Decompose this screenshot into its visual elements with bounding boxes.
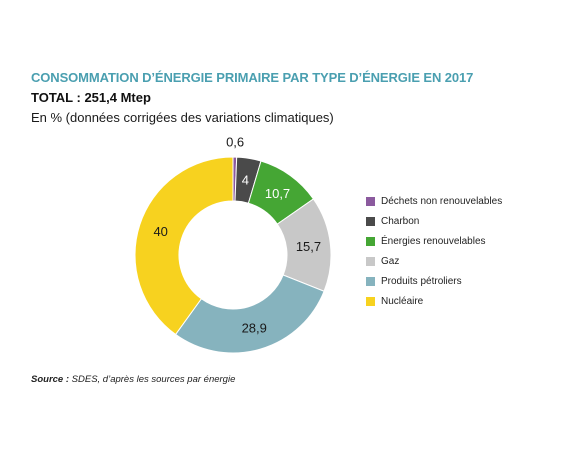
- legend-swatch: [366, 216, 375, 226]
- legend-label: Gaz: [381, 255, 400, 267]
- legend-item-charbon: Charbon: [366, 211, 502, 231]
- legend-item-dechets-non-renouvelables: Déchets non renouvelables: [366, 191, 502, 211]
- legend-swatch: [366, 196, 375, 206]
- slice-nucleaire: [134, 156, 234, 336]
- legend-label: Charbon: [381, 215, 420, 227]
- legend-label: Déchets non renouvelables: [381, 195, 503, 207]
- chart-title: CONSOMMATION D’ÉNERGIE PRIMAIRE PAR TYPE…: [31, 70, 474, 85]
- legend-label: Énergies renouvelables: [381, 235, 486, 247]
- data-label-charbon: 4: [242, 173, 249, 188]
- chart-total: TOTAL : 251,4 Mtep: [31, 90, 151, 105]
- legend-item-gaz: Gaz: [366, 251, 502, 271]
- legend-swatch: [366, 256, 375, 266]
- source-text: SDES, d’après les sources par énergie: [69, 374, 236, 385]
- data-label-energies-renouvelables: 10,7: [265, 186, 290, 201]
- slice-produits-petroliers: [174, 274, 325, 354]
- legend-swatch: [366, 236, 375, 246]
- data-label-nucleaire: 40: [153, 224, 167, 239]
- legend-label: Nucléaire: [381, 295, 424, 307]
- data-label-dechets-non-renouvelables: 0,6: [226, 135, 244, 150]
- source-note: Source : SDES, d’après les sources par é…: [31, 374, 235, 385]
- legend-swatch: [366, 296, 375, 306]
- chart-legend: Déchets non renouvelables Charbon Énergies…: [366, 191, 502, 311]
- legend-label: Produits pétroliers: [381, 275, 462, 287]
- legend-item-energies-renouvelables: Énergies renouvelables: [366, 231, 502, 251]
- chart-subtitle: En % (données corrigées des variations c…: [31, 110, 334, 125]
- data-label-produits-petroliers: 28,9: [242, 320, 267, 335]
- legend-item-nucleaire: Nucléaire: [366, 291, 502, 311]
- legend-item-produits-petroliers: Produits pétroliers: [366, 271, 502, 291]
- legend-swatch: [366, 276, 375, 286]
- source-label: Source :: [31, 374, 70, 385]
- data-label-gaz: 15,7: [296, 239, 321, 254]
